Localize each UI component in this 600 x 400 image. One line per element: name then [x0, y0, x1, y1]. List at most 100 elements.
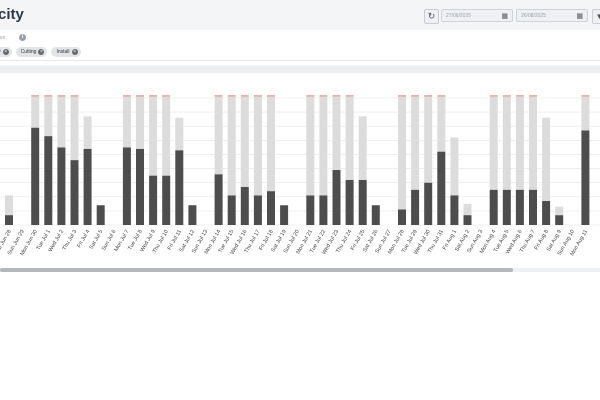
bar-segment[interactable]	[332, 96, 341, 170]
bar-segment[interactable]	[502, 95, 511, 97]
bar-segment[interactable]	[345, 179, 354, 225]
bar-segment[interactable]	[306, 195, 315, 225]
bar-segment[interactable]	[489, 189, 498, 225]
bar-segment[interactable]	[515, 189, 524, 225]
bar-segment[interactable]	[345, 95, 354, 97]
bar-segment[interactable]	[502, 96, 511, 190]
bar-segment[interactable]	[463, 215, 472, 225]
bar-segment[interactable]	[227, 96, 236, 196]
bar-segment[interactable]	[542, 117, 551, 202]
bar-segment[interactable]	[424, 96, 433, 183]
bar-segment[interactable]	[437, 151, 446, 225]
bar-segment[interactable]	[122, 95, 131, 97]
bar-segment[interactable]	[253, 195, 262, 225]
bar-segment[interactable]	[240, 95, 249, 97]
bar-segment[interactable]	[83, 148, 92, 225]
bar-segment[interactable]	[529, 95, 537, 97]
start-date-field[interactable]: 27/06/2025 ▦	[441, 9, 513, 22]
bar-segment[interactable]	[214, 96, 223, 175]
bar-segment[interactable]	[96, 205, 105, 225]
close-icon[interactable]: ×	[71, 49, 78, 55]
bar-segment[interactable]	[489, 95, 498, 97]
bar-segment[interactable]	[31, 127, 40, 225]
bar-segment[interactable]	[371, 205, 380, 225]
bar-segment[interactable]	[319, 96, 328, 196]
bar-segment[interactable]	[358, 116, 367, 180]
bar-segment[interactable]	[398, 95, 406, 97]
bar-segment[interactable]	[424, 95, 433, 97]
bar-segment[interactable]	[83, 116, 92, 149]
bar-segment[interactable]	[44, 96, 53, 137]
bar-segment[interactable]	[529, 96, 537, 190]
bar-segment[interactable]	[267, 95, 275, 97]
bar-segment[interactable]	[149, 95, 158, 97]
bar-segment[interactable]	[70, 96, 79, 161]
bar-segment[interactable]	[44, 136, 53, 225]
bar-segment[interactable]	[162, 175, 171, 225]
bar-segment[interactable]	[57, 96, 66, 148]
bar-segment[interactable]	[411, 96, 420, 190]
bar-segment[interactable]	[136, 96, 144, 149]
filter-icon[interactable]: ▼	[592, 9, 600, 24]
bar-segment[interactable]	[214, 95, 223, 97]
bar-segment[interactable]	[267, 96, 275, 192]
bar-segment[interactable]	[306, 95, 315, 97]
bar-segment[interactable]	[253, 96, 262, 196]
bar-segment[interactable]	[437, 95, 446, 97]
bar-segment[interactable]	[515, 96, 524, 190]
bar-segment[interactable]	[253, 95, 262, 97]
bar-segment[interactable]	[306, 96, 315, 196]
bar-segment[interactable]	[122, 147, 131, 225]
bar-segment[interactable]	[424, 182, 433, 225]
bar-segment[interactable]	[227, 195, 236, 225]
bar-segment[interactable]	[489, 96, 498, 190]
bar-segment[interactable]	[515, 95, 524, 97]
bar-segment[interactable]	[122, 96, 131, 148]
bar-segment[interactable]	[240, 186, 249, 225]
bar-segment[interactable]	[345, 96, 354, 180]
bar-segment[interactable]	[5, 215, 13, 225]
bar-segment[interactable]	[70, 95, 79, 97]
bar-segment[interactable]	[502, 189, 511, 225]
bar-segment[interactable]	[411, 95, 420, 97]
bar-segment[interactable]	[463, 203, 472, 216]
bar-segment[interactable]	[162, 96, 171, 176]
bar-segment[interactable]	[44, 95, 53, 97]
bar-segment[interactable]	[542, 201, 551, 225]
info-icon[interactable]: i	[19, 34, 26, 41]
bar-segment[interactable]	[149, 175, 158, 225]
bar-segment[interactable]	[358, 179, 367, 225]
bar-segment[interactable]	[398, 96, 406, 210]
bar-segment[interactable]	[70, 160, 79, 225]
bar-segment[interactable]	[227, 95, 236, 97]
horizontal-scrollbar-thumb[interactable]	[0, 268, 513, 272]
calendar-icon[interactable]: ▦	[576, 13, 583, 20]
bar-segment[interactable]	[319, 95, 328, 97]
end-date-field[interactable]: 26/08/2025 ▦	[516, 9, 588, 22]
bar-segment[interactable]	[175, 117, 184, 151]
bar-segment[interactable]	[240, 96, 249, 187]
bar-segment[interactable]	[398, 209, 406, 225]
bar-segment[interactable]	[175, 150, 184, 225]
bar-segment[interactable]	[5, 195, 13, 216]
bar-segment[interactable]	[149, 96, 158, 176]
bar-segment[interactable]	[581, 95, 590, 97]
bar-segment[interactable]	[57, 95, 66, 97]
close-icon[interactable]: ×	[2, 49, 9, 55]
bar-segment[interactable]	[332, 95, 341, 97]
bar-segment[interactable]	[280, 205, 289, 225]
bar-segment[interactable]	[529, 189, 537, 225]
bar-segment[interactable]	[214, 174, 223, 225]
bar-segment[interactable]	[267, 191, 275, 225]
bar-segment[interactable]	[555, 215, 564, 225]
bar-segment[interactable]	[450, 195, 459, 225]
bar-segment[interactable]	[450, 137, 459, 196]
bar-segment[interactable]	[136, 95, 144, 97]
bar-segment[interactable]	[411, 189, 420, 225]
bar-segment[interactable]	[581, 96, 590, 131]
bar-segment[interactable]	[319, 195, 328, 225]
bar-segment[interactable]	[31, 95, 40, 97]
close-icon[interactable]: ×	[38, 49, 45, 55]
calendar-icon[interactable]: ▦	[501, 13, 508, 20]
bar-segment[interactable]	[57, 147, 66, 225]
